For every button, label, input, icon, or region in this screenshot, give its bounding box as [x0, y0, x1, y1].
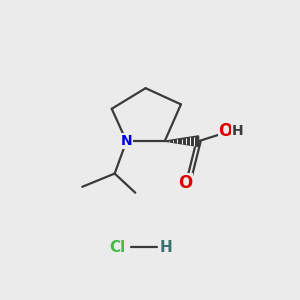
Text: H: H [232, 124, 243, 138]
Text: Cl: Cl [110, 240, 126, 255]
Text: O: O [218, 122, 233, 140]
Text: H: H [160, 240, 172, 255]
Text: N: N [121, 134, 132, 148]
Polygon shape [165, 136, 199, 146]
Text: O: O [178, 174, 193, 192]
